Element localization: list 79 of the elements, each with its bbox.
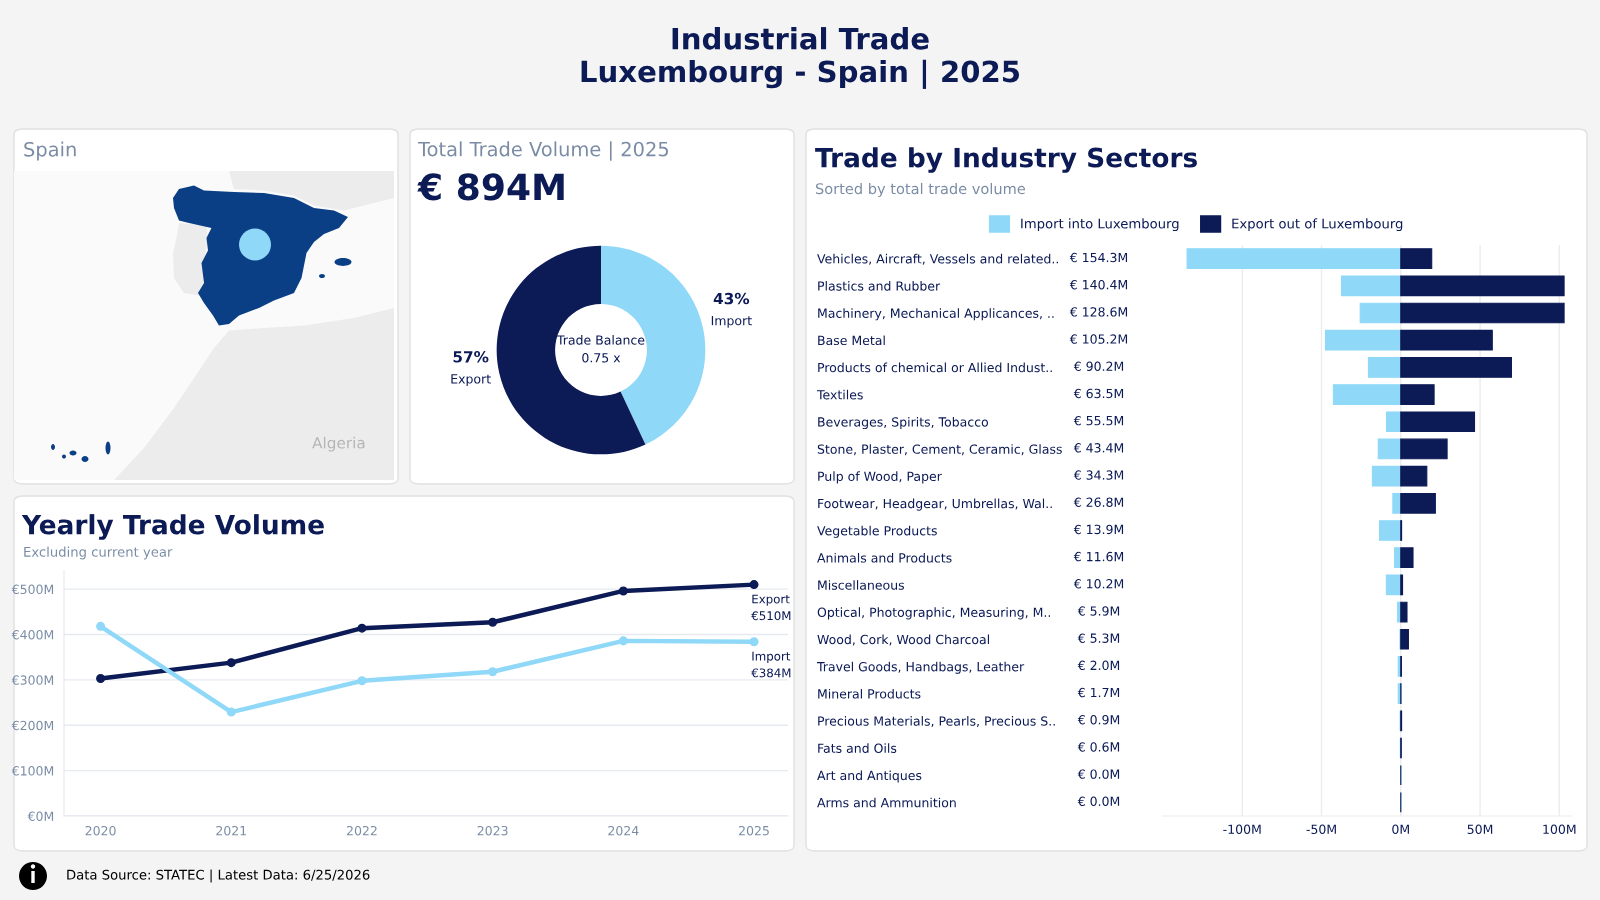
text: € 1.7M <box>1077 687 1120 698</box>
text: Spain <box>24 141 76 161</box>
text: € 11.6M <box>1073 551 1124 562</box>
y-tick-label: Wood, Cork, Wood Charcoal <box>817 634 989 646</box>
text: € 26.8M <box>1073 497 1124 507</box>
text: € 154.3M <box>1069 252 1128 263</box>
y-tick-label: €200M <box>11 720 54 731</box>
chart-title: Yearly Trade Volume <box>21 514 324 540</box>
y-tick-label: Fats and Oils <box>818 743 897 753</box>
y-tick-label: Stone, Plaster, Cement, Ceramic, Glass <box>817 444 1062 456</box>
y-tick-label: Art and Antiques <box>817 770 922 783</box>
x-tick-label: 100M <box>1543 824 1576 835</box>
y-tick-label: €400M <box>11 629 54 640</box>
y-tick-label: Pulp of Wood, Paper <box>818 471 942 484</box>
series-label: Export <box>752 594 790 606</box>
chart-subtitle: Excluding current year <box>24 546 173 560</box>
x-tick-label: 2022 <box>346 825 377 836</box>
y-tick-label: Plastics and Rubber <box>818 281 941 291</box>
slice-label: Import <box>711 316 752 328</box>
chart-title: Trade by Industry Sectors <box>815 147 1197 173</box>
chart-title: Total Trade Volume | 2025 <box>417 141 669 161</box>
text: € 140.4M <box>1069 279 1128 290</box>
series-label: Import <box>752 651 791 663</box>
y-tick-label: €100M <box>11 766 54 776</box>
data-label: 43% <box>713 292 750 305</box>
text: € 55.5M <box>1073 415 1124 426</box>
text: € 105.2M <box>1069 334 1128 344</box>
text: € 5.9M <box>1077 606 1120 616</box>
y-tick-label: Precious Materials, Pearls, Precious S.. <box>818 716 1055 728</box>
text: € 0.9M <box>1077 715 1120 725</box>
slice-label: Export <box>451 374 491 387</box>
x-tick-label: -100M <box>1223 824 1261 835</box>
y-tick-label: Footwear, Headgear, Umbrellas, Wal.. <box>818 498 1052 511</box>
y-tick-label: Textiles <box>816 389 863 400</box>
y-tick-label: Machinery, Mechanical Applicances, .. <box>818 308 1054 321</box>
y-tick-label: €0M <box>27 811 54 821</box>
y-tick-label: €300M <box>11 675 54 685</box>
text: € 63.5M <box>1073 388 1124 399</box>
chart-subtitle: € 894M <box>417 173 564 201</box>
y-tick-label: Miscellaneous <box>818 580 905 590</box>
y-tick-label: Products of chemical or Allied Indust.. <box>818 362 1052 373</box>
text: € 90.2M <box>1073 361 1124 371</box>
y-tick-label: Base Metal <box>818 335 885 346</box>
legend-label: Import into Luxembourg <box>1021 218 1179 232</box>
y-tick-label: Travel Goods, Handbags, Leather <box>816 661 1025 674</box>
y-tick-label: Vegetable Products <box>817 525 937 538</box>
x-tick-label: 0M <box>1392 824 1409 835</box>
y-tick-label: Arms and Ammunition <box>817 797 956 808</box>
text: € 0.0M <box>1077 769 1120 779</box>
text: € 13.9M <box>1073 524 1124 535</box>
data-label: €510M <box>751 611 791 621</box>
text: € 2.0M <box>1077 660 1120 671</box>
text: € 0.0M <box>1077 796 1120 807</box>
y-tick-label: Vehicles, Aircraft, Vessels and related.. <box>817 253 1058 265</box>
y-tick-label: €500M <box>11 584 54 595</box>
data-label: 57% <box>453 351 489 363</box>
text: € 128.6M <box>1069 307 1128 317</box>
x-tick-label: 2024 <box>608 825 639 836</box>
legend-label: Export out of Luxembourg <box>1232 218 1403 232</box>
text: Trade Balance 0.75 x <box>556 335 645 363</box>
x-tick-label: -50M <box>1306 824 1336 835</box>
text: € 10.2M <box>1073 579 1124 589</box>
x-tick-label: 2023 <box>477 825 508 836</box>
y-tick-label: Optical, Photographic, Measuring, M.. <box>817 607 1051 620</box>
x-tick-label: 50M <box>1467 824 1493 835</box>
text: Sorted by total trade volume <box>815 182 1026 198</box>
text: € 43.4M <box>1073 443 1124 453</box>
x-tick-label: 2025 <box>739 825 769 836</box>
text: € 34.3M <box>1073 470 1124 480</box>
data-label: €384M <box>751 668 791 678</box>
x-tick-label: 2020 <box>85 825 116 836</box>
text: € 0.6M <box>1077 742 1120 752</box>
y-tick-label: Mineral Products <box>818 688 921 699</box>
y-tick-label: Animals and Products <box>817 552 952 563</box>
source-note: Data Source: STATEC | Latest Data: 6/25/2026 <box>67 869 370 883</box>
text: Industrial Trade Luxembourg - Spain | 2025 <box>581 27 1020 89</box>
text: € 5.3M <box>1077 633 1120 643</box>
y-tick-label: Beverages, Spirits, Tobacco <box>818 416 989 430</box>
x-tick-label: 2021 <box>216 825 247 836</box>
